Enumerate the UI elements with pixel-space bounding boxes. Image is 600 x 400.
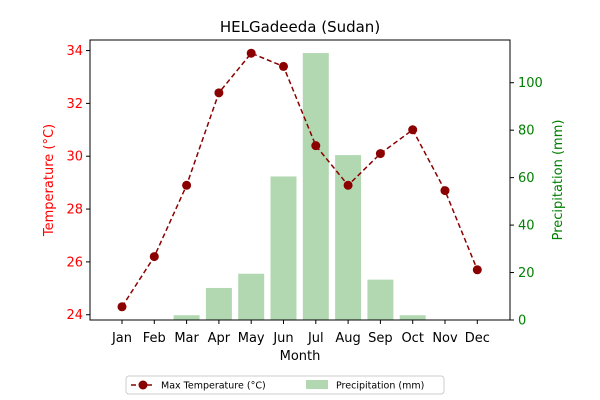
- x-tick-label-apr: Apr: [208, 331, 231, 346]
- left-tick-label: 24: [66, 308, 83, 323]
- left-tick-label: 34: [66, 44, 83, 59]
- x-tick-label-feb: Feb: [143, 331, 166, 346]
- temp-point-may: [246, 48, 256, 58]
- x-tick-label-aug: Aug: [335, 331, 360, 346]
- precip-bar-jul: [302, 53, 329, 321]
- temp-point-mar: [182, 180, 192, 190]
- x-tick-label-may: May: [238, 331, 265, 346]
- right-tick-label: 40: [518, 219, 535, 234]
- plot-frame: [89, 39, 511, 321]
- right-tick-label: 0: [518, 314, 526, 329]
- legend-entry-temperature: Max Temperature (°C): [161, 381, 266, 392]
- left-y-axis-ticks: 24 26 28 30 32 34: [66, 44, 90, 323]
- temperature-line-series: [117, 48, 482, 312]
- precip-bar-apr: [205, 287, 232, 320]
- x-tick-label-jul: Jul: [307, 331, 324, 346]
- temp-point-jun: [279, 61, 288, 71]
- temp-point-dec: [472, 265, 482, 275]
- temp-point-jul: [311, 141, 321, 151]
- right-tick-label: 20: [518, 266, 535, 281]
- temperature-line: [121, 52, 478, 308]
- chart-title: HELGadeeda (Sudan): [220, 18, 380, 36]
- right-y-axis-ticks: 0 20 40 60 80 100: [510, 76, 543, 329]
- temp-point-apr: [214, 88, 224, 98]
- precip-bar-sep: [367, 279, 394, 320]
- left-tick-label: 28: [66, 203, 83, 218]
- precipitation-bars: [173, 53, 426, 321]
- right-tick-label: 100: [518, 76, 543, 91]
- x-axis-ticks: Jan Feb Mar Apr May Jun Jul Aug Sep Oct Nov Dec: [111, 320, 490, 346]
- left-tick-label: 32: [66, 97, 83, 112]
- legend-entry-precipitation: Precipitation (mm): [336, 381, 424, 392]
- precip-bar-aug: [335, 155, 362, 320]
- legend-bar-sample: [306, 380, 328, 389]
- x-tick-label-mar: Mar: [174, 331, 199, 346]
- x-tick-label-dec: Dec: [465, 331, 490, 346]
- left-y-axis-label: Temperature (°C): [42, 124, 57, 237]
- temp-point-sep: [375, 149, 385, 159]
- right-tick-label: 80: [518, 124, 535, 139]
- temp-point-nov: [440, 186, 450, 196]
- legend: Max Temperature (°C) Precipitation (mm): [125, 375, 445, 395]
- precip-bar-mar: [173, 315, 200, 320]
- left-tick-label: 26: [66, 255, 83, 270]
- x-tick-label-nov: Nov: [432, 331, 458, 346]
- legend-frame: [125, 375, 445, 395]
- x-tick-label-sep: Sep: [368, 331, 393, 346]
- x-axis-label: Month: [280, 349, 321, 364]
- precip-bar-may: [238, 273, 265, 320]
- temp-point-oct: [408, 125, 418, 135]
- precip-bar-jun: [270, 176, 297, 320]
- x-tick-label-jan: Jan: [111, 331, 132, 346]
- x-tick-label-oct: Oct: [401, 331, 423, 346]
- right-y-axis-label: Precipitation (mm): [551, 120, 566, 241]
- temp-point-feb: [149, 252, 159, 262]
- left-tick-label: 30: [66, 150, 83, 165]
- temp-point-aug: [343, 180, 353, 190]
- x-tick-label-jun: Jun: [272, 331, 293, 346]
- right-tick-label: 60: [518, 171, 535, 186]
- precip-bar-oct: [399, 315, 426, 320]
- temp-point-jan: [117, 302, 127, 312]
- legend-marker-sample: [138, 380, 148, 390]
